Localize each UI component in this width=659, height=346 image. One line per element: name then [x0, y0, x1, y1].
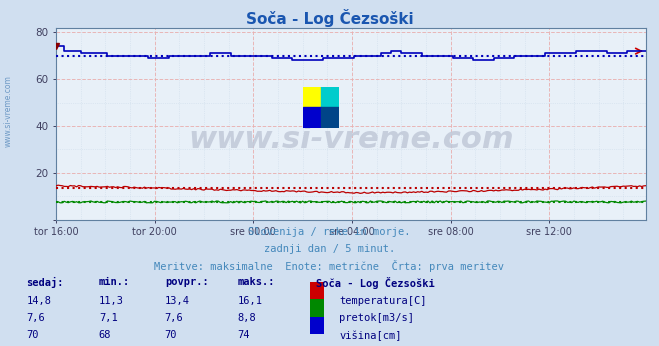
Bar	[322, 107, 339, 128]
Text: 13,4: 13,4	[165, 296, 190, 306]
Text: www.si-vreme.com: www.si-vreme.com	[3, 75, 13, 147]
Text: 8,8: 8,8	[237, 313, 256, 323]
Text: pretok[m3/s]: pretok[m3/s]	[339, 313, 415, 323]
Bar	[322, 86, 339, 107]
Text: 7,1: 7,1	[99, 313, 117, 323]
Text: sedaj:: sedaj:	[26, 277, 64, 288]
Bar	[303, 107, 322, 128]
Text: 70: 70	[26, 330, 39, 340]
Text: 16,1: 16,1	[237, 296, 262, 306]
Text: 70: 70	[165, 330, 177, 340]
Text: maks.:: maks.:	[237, 277, 275, 287]
Text: 74: 74	[237, 330, 250, 340]
Text: Soča - Log Čezsoški: Soča - Log Čezsoški	[246, 9, 413, 27]
Text: zadnji dan / 5 minut.: zadnji dan / 5 minut.	[264, 244, 395, 254]
Text: višina[cm]: višina[cm]	[339, 330, 402, 341]
Text: 7,6: 7,6	[26, 313, 45, 323]
Text: 7,6: 7,6	[165, 313, 183, 323]
Text: Slovenija / reke in morje.: Slovenija / reke in morje.	[248, 227, 411, 237]
Text: min.:: min.:	[99, 277, 130, 287]
Text: temperatura[C]: temperatura[C]	[339, 296, 427, 306]
Text: www.si-vreme.com: www.si-vreme.com	[188, 125, 514, 154]
Text: Soča - Log Čezsoški: Soča - Log Čezsoški	[316, 277, 435, 289]
Text: 11,3: 11,3	[99, 296, 124, 306]
Text: 68: 68	[99, 330, 111, 340]
Text: Meritve: maksimalne  Enote: metrične  Črta: prva meritev: Meritve: maksimalne Enote: metrične Črta…	[154, 260, 505, 272]
Text: povpr.:: povpr.:	[165, 277, 208, 287]
Bar	[303, 86, 322, 107]
Text: 14,8: 14,8	[26, 296, 51, 306]
